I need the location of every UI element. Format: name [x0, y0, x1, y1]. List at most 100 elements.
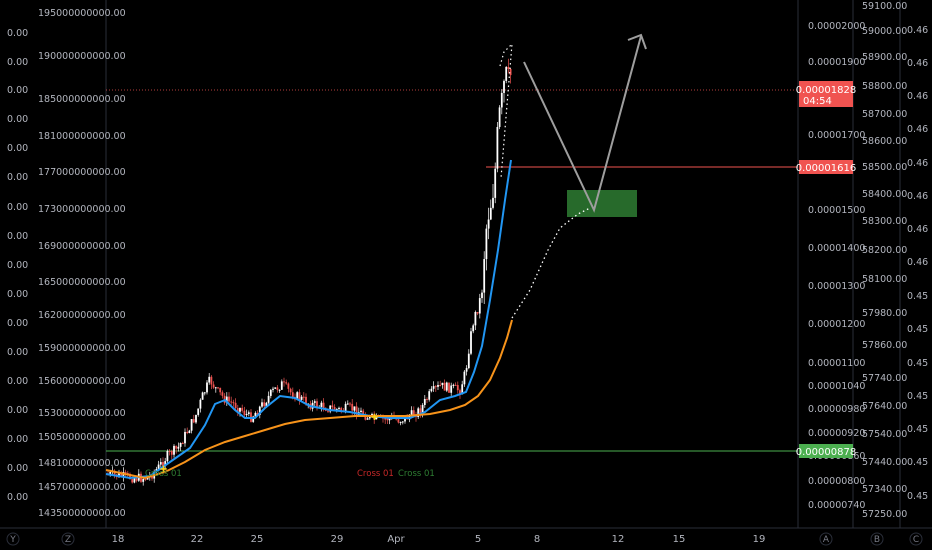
svg-text:Z: Z	[65, 535, 71, 545]
left-tick-label: 153000000000.00	[38, 408, 126, 419]
candle	[338, 407, 340, 409]
candle	[208, 376, 211, 383]
candle	[199, 399, 202, 409]
left-price-axis: 195000000000.00 190000000000.00 1850000000…	[38, 8, 126, 519]
candle	[344, 403, 347, 411]
candle	[126, 472, 129, 474]
main-tick-label: 0.00000920	[808, 428, 865, 439]
candle	[276, 387, 279, 390]
candle	[509, 68, 512, 76]
candle	[452, 384, 455, 386]
time-tick-label: 8	[534, 534, 540, 545]
corner-marker-c[interactable]	[909, 532, 923, 546]
candle	[144, 479, 147, 481]
candle	[322, 402, 325, 410]
candle	[254, 412, 257, 417]
candle	[261, 402, 263, 407]
svg-text:0.00001616: 0.00001616	[796, 163, 856, 174]
candle	[430, 388, 433, 392]
candle	[465, 368, 468, 372]
candle	[300, 396, 303, 400]
candle	[197, 408, 200, 415]
r3-tick-label: 0.46	[907, 124, 928, 135]
r3-tick-label: 0.46	[907, 191, 928, 202]
time-tick-label: 19	[753, 534, 766, 545]
candle	[131, 479, 134, 483]
r3-tick-label: 0.45	[907, 424, 928, 435]
candle	[410, 410, 413, 417]
candle	[498, 107, 501, 127]
candle	[278, 389, 281, 391]
main-tick-label: 0.00001200	[808, 319, 865, 330]
candle	[481, 292, 483, 299]
svg-text:0.00001828: 0.00001828	[796, 85, 856, 96]
candle	[434, 386, 437, 388]
candle	[331, 405, 334, 407]
corner-marker-z[interactable]	[61, 532, 75, 546]
candle	[399, 422, 402, 424]
candle	[417, 408, 420, 418]
r3-tick-label: 0.45	[907, 457, 928, 468]
corner-marker-y[interactable]	[6, 532, 20, 546]
candle	[239, 407, 241, 412]
candle	[258, 406, 261, 415]
candle	[459, 390, 461, 395]
candle	[472, 325, 475, 332]
far-left-tick-label: 0.00	[7, 405, 28, 416]
forecast-arrow[interactable]	[523, 35, 642, 213]
candle	[256, 412, 259, 415]
candle	[164, 461, 167, 467]
candle	[386, 418, 389, 421]
candle	[503, 80, 505, 93]
r2-tick-label: 58100.00	[862, 274, 907, 285]
forecast-arrowhead	[627, 33, 647, 50]
candle	[203, 392, 206, 394]
candle	[478, 298, 481, 314]
candle	[492, 197, 494, 208]
target-zone[interactable]	[567, 190, 637, 217]
far-left-tick-label: 0.00	[7, 202, 28, 213]
candle	[335, 408, 338, 411]
candle	[175, 445, 178, 449]
candle	[201, 392, 204, 400]
far-left-tick-label: 0.00	[7, 231, 28, 242]
cross-annotation-red: Cross 01	[357, 469, 394, 479]
candle	[243, 410, 246, 415]
r2-tick-label: 58500.00	[862, 162, 907, 173]
candle	[450, 385, 453, 393]
main-tick-label: 0.00000740	[808, 500, 865, 511]
corner-marker-a[interactable]	[819, 532, 833, 546]
candle	[423, 399, 426, 405]
candle	[195, 414, 197, 423]
corner-marker-b[interactable]	[870, 532, 884, 546]
r2-tick-label: 59000.00	[862, 26, 907, 37]
left-tick-label: 148100000000.00	[38, 458, 126, 469]
candle	[245, 414, 248, 416]
main-tick-label: 0.00000980	[808, 404, 865, 415]
far-left-tick-label: 0.00	[7, 347, 28, 358]
candle	[353, 406, 356, 411]
resistance-price-badge[interactable]: 0.00001616	[796, 160, 856, 174]
cross-marker: ✚	[160, 465, 167, 475]
r2-tick-label: 58700.00	[862, 109, 907, 120]
r3-tick-label: 0.46	[907, 257, 928, 268]
candle	[184, 431, 186, 444]
candle	[236, 408, 239, 412]
left-tick-label: 190000000000.00	[38, 51, 126, 62]
candle	[313, 401, 316, 403]
candle	[133, 478, 136, 483]
candle	[285, 382, 288, 384]
candle	[384, 418, 387, 420]
candle	[485, 228, 488, 260]
candle	[346, 403, 349, 405]
current-price-badge[interactable]: 0.00001828 04:54	[796, 81, 856, 107]
far-left-tick-label: 0.00	[7, 260, 28, 271]
support-price-badge[interactable]: 0.00000878	[796, 444, 856, 458]
left-tick-label: 173000000000.00	[38, 204, 126, 215]
r3-tick-label: 0.45	[907, 391, 928, 402]
r2-tick-label: 59100.00	[862, 1, 907, 12]
candle	[329, 405, 332, 412]
candle	[210, 376, 213, 385]
candle	[162, 462, 164, 467]
